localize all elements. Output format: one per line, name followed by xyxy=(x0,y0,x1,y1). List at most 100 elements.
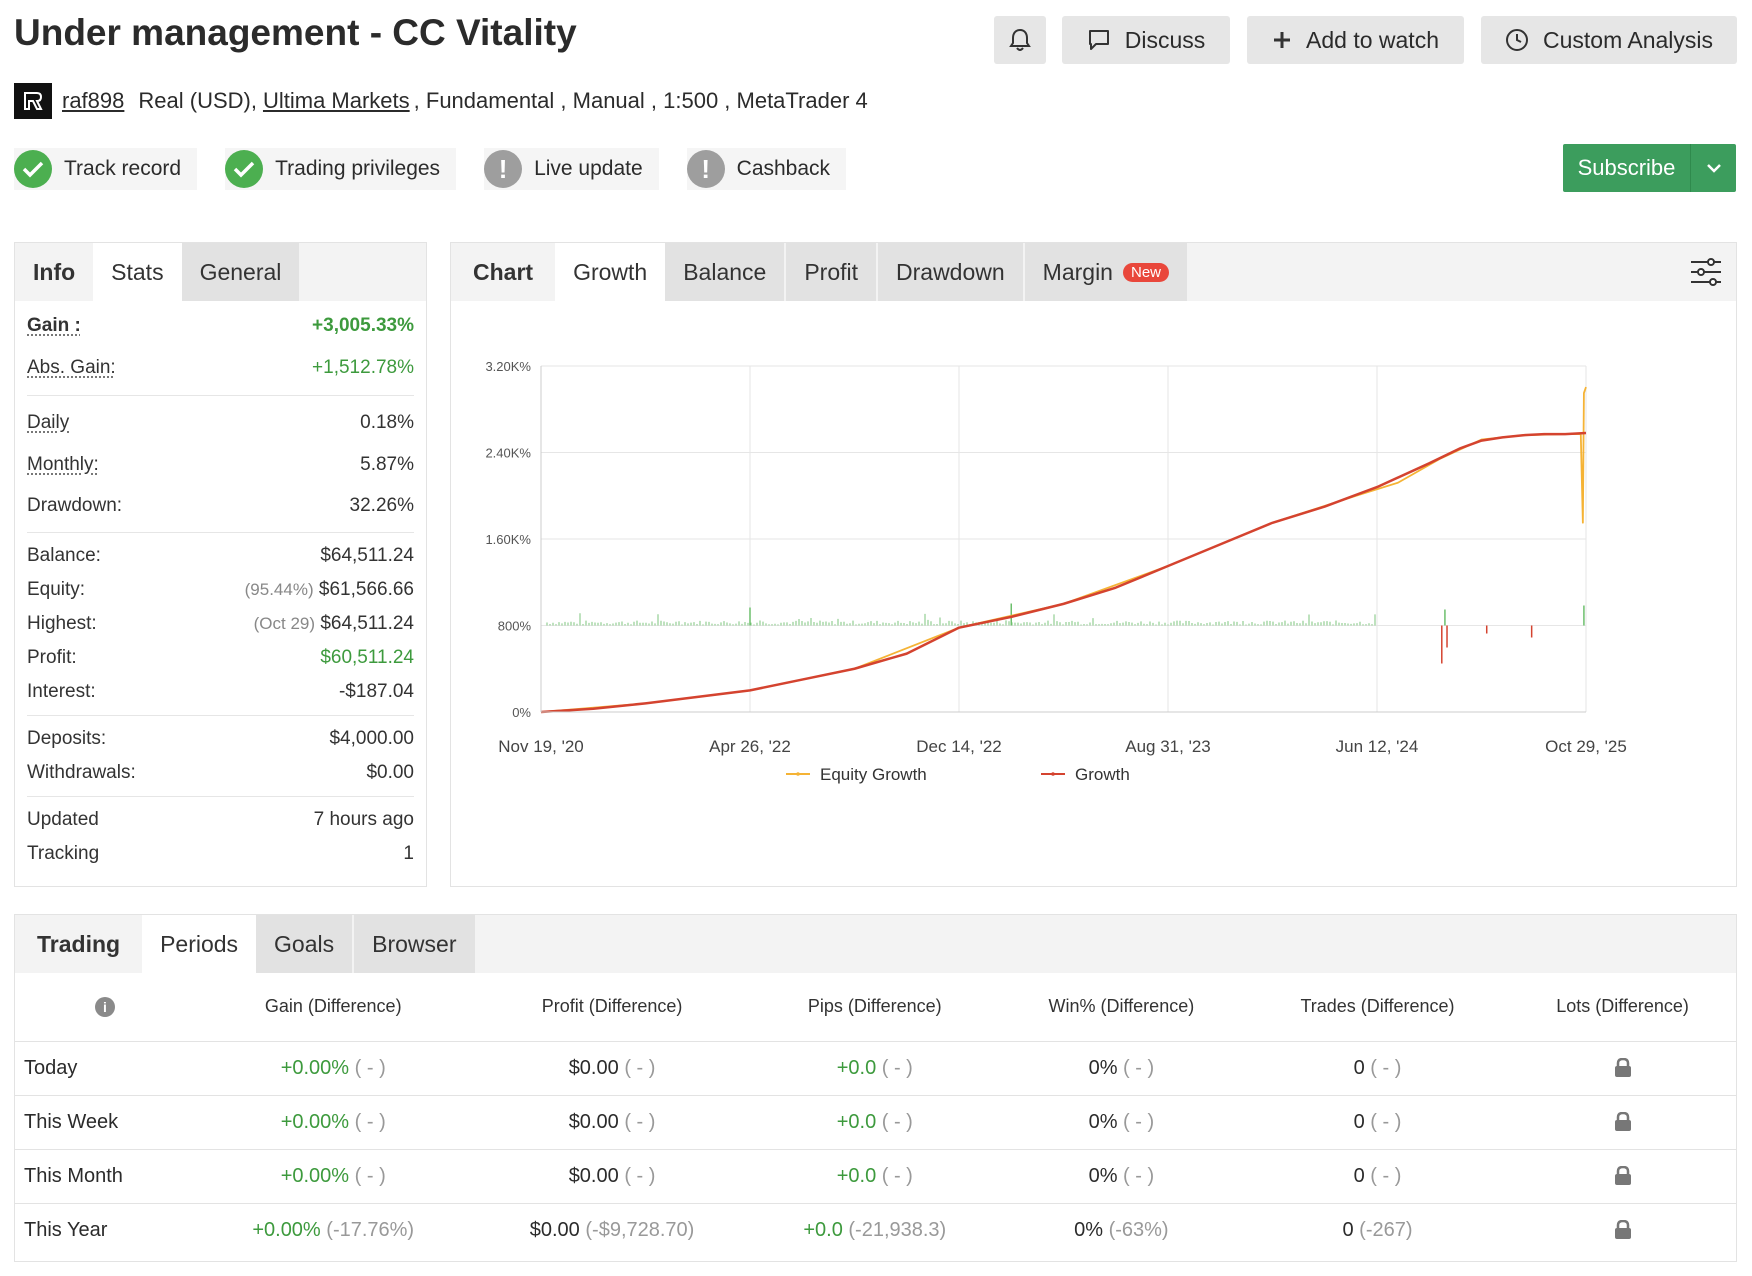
win-cell: 0% ( - ) xyxy=(996,1094,1246,1149)
y-tick-label: 0% xyxy=(512,705,531,720)
broker-link[interactable]: Ultima Markets xyxy=(262,88,410,113)
tab-margin-label: Margin xyxy=(1042,258,1113,285)
notification-button[interactable] xyxy=(994,16,1046,64)
periods-panel: Trading Periods Goals Browser i Gain (Di… xyxy=(14,914,1737,1262)
y-tick-label: 800% xyxy=(498,619,532,634)
tab-browser[interactable]: Browser xyxy=(354,915,477,973)
table-row: This Month +0.00% ( - ) $0.00 ( - ) +0.0… xyxy=(15,1148,1736,1203)
balance-value: $64,511.24 xyxy=(320,545,414,566)
badge-trading-privileges[interactable]: Trading privileges xyxy=(225,148,457,190)
badge-label: Track record xyxy=(64,157,182,180)
profit-cell: $0.00 ( - ) xyxy=(471,1148,753,1203)
lots-cell xyxy=(1509,1094,1736,1149)
custom-analysis-label: Custom Analysis xyxy=(1542,26,1713,53)
discuss-button[interactable]: Discuss xyxy=(1062,16,1230,64)
check-icon xyxy=(14,150,52,188)
trades-cell: 0 ( - ) xyxy=(1245,1094,1510,1149)
x-tick-label: Dec 14, '22 xyxy=(916,737,1001,756)
subscribe-label: Subscribe xyxy=(1577,155,1676,180)
badge-track-record[interactable]: Track record xyxy=(14,148,198,190)
highest-date: (Oct 29) xyxy=(253,614,316,633)
tab-trading[interactable]: Trading xyxy=(37,930,121,957)
periods-table: i Gain (Difference) Profit (Difference) … xyxy=(15,973,1736,1257)
trades-cell: 0 ( - ) xyxy=(1245,1148,1510,1203)
win-cell: 0% ( - ) xyxy=(996,1148,1246,1203)
account-meta: raf898 Real (USD), Ultima Markets , Fund… xyxy=(14,83,868,119)
info-header: i xyxy=(15,973,195,1041)
account-details: , Fundamental , Manual , 1:500 , MetaTra… xyxy=(413,88,868,113)
abs-gain-value: +1,512.78% xyxy=(312,357,414,378)
tab-chart[interactable]: Chart xyxy=(473,258,534,285)
deposits-value: $4,000.00 xyxy=(329,728,414,749)
lock-icon xyxy=(1614,1057,1631,1078)
profit-cell: $0.00 ( - ) xyxy=(471,1094,753,1149)
lots-cell xyxy=(1509,1040,1736,1095)
custom-analysis-button[interactable]: Custom Analysis xyxy=(1481,16,1737,64)
monthly-label[interactable]: Monthly: xyxy=(27,454,99,475)
period-label: This Year xyxy=(15,1202,195,1257)
period-label: This Month xyxy=(15,1148,195,1203)
drawdown-value: 32.26% xyxy=(349,495,414,516)
abs-gain-label[interactable]: Abs. Gain: xyxy=(27,357,116,378)
trades-cell: 0 ( - ) xyxy=(1245,1040,1510,1095)
pips-cell: +0.0 ( - ) xyxy=(752,1094,997,1149)
new-badge: New xyxy=(1122,262,1169,282)
badge-live-update[interactable]: ! Live update xyxy=(484,148,659,190)
gain-cell: +0.00% (-17.76%) xyxy=(195,1202,472,1257)
equity-label: Equity: xyxy=(27,579,86,600)
x-tick-label: Jun 12, '24 xyxy=(1336,737,1419,756)
pips-cell: +0.0 ( - ) xyxy=(752,1148,997,1203)
badge-label: Cashback xyxy=(736,157,831,180)
exclamation-icon: ! xyxy=(484,150,523,188)
user-link[interactable]: raf898 xyxy=(62,88,125,113)
periods-tabs: Trading Periods Goals Browser xyxy=(15,915,1736,973)
tab-general[interactable]: General xyxy=(181,243,302,301)
trades-cell: 0 (-267) xyxy=(1245,1202,1510,1257)
tab-periods[interactable]: Periods xyxy=(142,915,257,973)
tab-goals[interactable]: Goals xyxy=(256,915,355,973)
tab-margin[interactable]: Margin New xyxy=(1024,243,1189,301)
win-cell: 0% ( - ) xyxy=(996,1040,1246,1095)
badge-cashback[interactable]: ! Cashback xyxy=(686,148,847,190)
table-row: Today +0.00% ( - ) $0.00 ( - ) +0.0 ( - … xyxy=(15,1040,1736,1095)
add-to-watch-button[interactable]: Add to watch xyxy=(1247,16,1464,64)
legend-marker xyxy=(1051,772,1055,776)
growth-chart[interactable]: 0% 800% 1.60K% 2.40K% 3.20K% Nov 19, '20 Apr 2… xyxy=(451,301,1736,886)
withdrawals-value: $0.00 xyxy=(366,762,414,783)
sliders-icon xyxy=(1691,258,1721,286)
col-profit: Profit (Difference) xyxy=(541,996,683,1017)
gain-value: +3,005.33% xyxy=(312,315,414,336)
gain-cell: +0.00% ( - ) xyxy=(195,1148,472,1203)
tab-growth[interactable]: Growth xyxy=(555,243,666,301)
series-line-growth xyxy=(540,431,1587,714)
profit-cell: $0.00 (-$9,728.70) xyxy=(471,1202,753,1257)
period-label: This Week xyxy=(15,1094,195,1149)
highest-label: Highest: xyxy=(27,613,97,634)
tab-stats[interactable]: Stats xyxy=(93,243,182,301)
table-row: This Year +0.00% (-17.76%) $0.00 (-$9,72… xyxy=(15,1202,1736,1257)
legend-label: Growth xyxy=(1075,765,1130,784)
x-tick-label: Nov 19, '20 xyxy=(498,737,583,756)
tab-profit[interactable]: Profit xyxy=(786,243,879,301)
gain-label[interactable]: Gain : xyxy=(27,315,81,336)
monthly-value: 5.87% xyxy=(360,454,414,475)
y-tick-label: 3.20K% xyxy=(485,359,531,374)
table-row: This Week +0.00% ( - ) $0.00 ( - ) +0.0 … xyxy=(15,1094,1736,1149)
avatar xyxy=(14,83,52,119)
tab-info[interactable]: Info xyxy=(33,258,76,285)
info-icon[interactable]: i xyxy=(95,997,115,1018)
tab-drawdown[interactable]: Drawdown xyxy=(878,243,1025,301)
pips-cell: +0.0 (-21,938.3) xyxy=(752,1202,997,1257)
col-win: Win% (Difference) xyxy=(1048,996,1195,1017)
equity-percent: (95.44%) xyxy=(244,580,314,599)
drawdown-label: Drawdown: xyxy=(27,495,123,516)
plus-icon xyxy=(1274,32,1291,48)
tab-balance[interactable]: Balance xyxy=(665,243,787,301)
equity-value: $61,566.66 xyxy=(318,579,414,600)
daily-label[interactable]: Daily xyxy=(27,412,70,433)
gain-cell: +0.00% ( - ) xyxy=(195,1040,472,1095)
badge-label: Trading privileges xyxy=(275,157,441,180)
subscribe-button[interactable]: Subscribe xyxy=(1563,144,1736,192)
chart-settings-button[interactable] xyxy=(1676,243,1736,301)
chevron-down-icon[interactable] xyxy=(1690,144,1736,192)
